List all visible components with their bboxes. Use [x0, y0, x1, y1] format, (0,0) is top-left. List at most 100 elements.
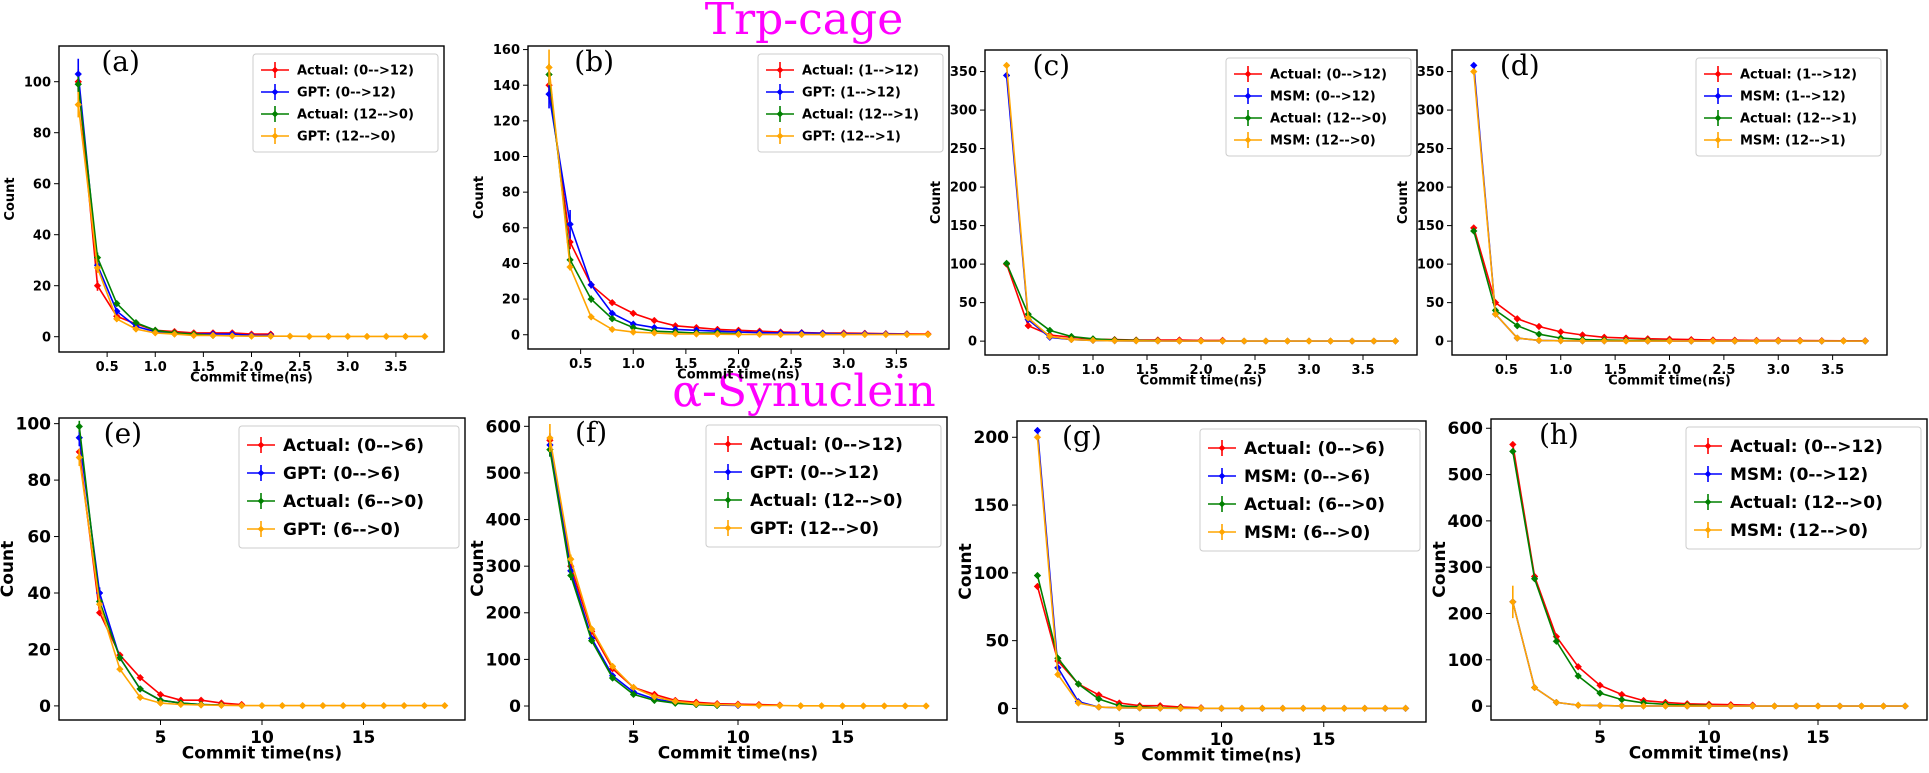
y-tick-label: 100	[950, 258, 977, 273]
data-point	[1002, 259, 1011, 268]
series-4	[1002, 61, 1400, 345]
data-point	[93, 281, 102, 290]
data-point	[776, 701, 784, 710]
section-title-trp-cage: Trp-cage	[704, 0, 904, 45]
data-point	[1279, 704, 1287, 713]
legend-label: GPT: (12-->0)	[750, 519, 879, 539]
data-point	[1574, 701, 1582, 709]
legend-label: GPT: (0-->12)	[297, 86, 396, 101]
legend-label: GPT: (12-->1)	[802, 130, 901, 145]
data-point	[258, 701, 266, 710]
x-tick-label: 15	[1312, 730, 1336, 750]
legend-marker	[257, 469, 265, 477]
legend-marker	[724, 496, 732, 504]
y-axis-label: Count	[0, 541, 18, 598]
data-point	[713, 700, 721, 709]
data-point	[401, 332, 410, 341]
data-point	[1578, 337, 1587, 345]
data-point	[1596, 689, 1604, 697]
data-point	[197, 701, 205, 709]
legend-label: Actual: (6-->0)	[1244, 495, 1385, 515]
data-point	[755, 701, 763, 710]
data-point	[339, 701, 347, 710]
data-point	[880, 702, 889, 710]
data-point	[587, 625, 596, 633]
section-title-alpha-synuclein: α-Synuclein	[672, 366, 936, 417]
panel-label: (g)	[1062, 420, 1102, 453]
data-point	[1618, 702, 1626, 710]
data-point	[924, 330, 932, 339]
data-point	[671, 330, 680, 338]
series-4	[1469, 67, 1870, 345]
data-point	[608, 662, 617, 671]
data-point	[1002, 71, 1011, 80]
panel-label: (a)	[101, 45, 140, 78]
legend-marker	[1244, 70, 1252, 78]
y-tick-label: 50	[959, 296, 977, 311]
legend-label: MSM: (0-->12)	[1730, 465, 1868, 485]
data-point	[363, 332, 371, 341]
legend-marker	[1218, 500, 1226, 508]
data-point	[189, 331, 198, 340]
x-axis-label: Commit time(ns)	[677, 367, 800, 382]
y-axis-label: Count	[3, 177, 18, 220]
data-point	[93, 264, 102, 272]
legend-marker	[271, 88, 279, 96]
x-axis-label: Commit time(ns)	[658, 743, 818, 763]
data-point	[1796, 337, 1804, 345]
data-point	[692, 699, 700, 708]
legend-marker	[1704, 470, 1712, 478]
y-tick-label: 0	[1435, 335, 1444, 350]
data-point	[629, 683, 638, 692]
data-point	[1535, 336, 1543, 345]
x-tick-label: 3.5	[384, 360, 407, 375]
data-point	[400, 701, 408, 710]
data-point	[608, 314, 616, 323]
data-point	[1643, 337, 1652, 345]
x-tick-label: 0.5	[1027, 363, 1050, 378]
legend-label: Actual: (12-->0)	[297, 108, 414, 123]
x-tick-label: 2.0	[727, 357, 750, 372]
x-tick-label: 3.5	[885, 357, 908, 372]
y-tick-label: 160	[493, 43, 520, 58]
data-point	[882, 330, 890, 339]
data-point	[359, 701, 368, 710]
y-axis-label: Count	[472, 176, 487, 219]
legend-marker	[724, 468, 732, 476]
panel-label: (f)	[575, 416, 607, 449]
legend-marker	[1244, 92, 1252, 100]
data-point	[1326, 337, 1335, 345]
y-tick-label: 0	[997, 699, 1009, 719]
data-point	[1197, 704, 1205, 713]
data-point	[1709, 337, 1717, 345]
legend-label: Actual: (0-->12)	[297, 64, 414, 79]
data-point	[671, 697, 680, 706]
x-tick-label: 2.0	[240, 360, 263, 375]
y-tick-label: 350	[1417, 65, 1444, 80]
data-point	[796, 702, 805, 710]
legend-marker	[1218, 444, 1226, 452]
data-point	[420, 332, 429, 341]
x-tick-label: 1.5	[192, 360, 215, 375]
data-point	[922, 702, 930, 710]
panel-label: (e)	[104, 417, 142, 450]
panel-label: (d)	[1500, 49, 1540, 82]
data-point	[1074, 699, 1083, 707]
data-point	[343, 332, 352, 341]
data-point	[1661, 702, 1670, 710]
data-point	[112, 315, 121, 323]
y-tick-label: 400	[486, 511, 522, 531]
x-tick-label: 10	[1697, 728, 1721, 748]
legend-label: Actual: (0-->12)	[1270, 68, 1387, 83]
data-point	[587, 637, 596, 645]
data-point	[797, 330, 806, 339]
data-point	[136, 685, 144, 693]
data-point	[587, 295, 595, 303]
legend-label: GPT: (12-->0)	[297, 130, 396, 145]
y-tick-label: 100	[974, 564, 1010, 584]
data-point	[1530, 683, 1539, 692]
data-point	[1509, 598, 1517, 606]
